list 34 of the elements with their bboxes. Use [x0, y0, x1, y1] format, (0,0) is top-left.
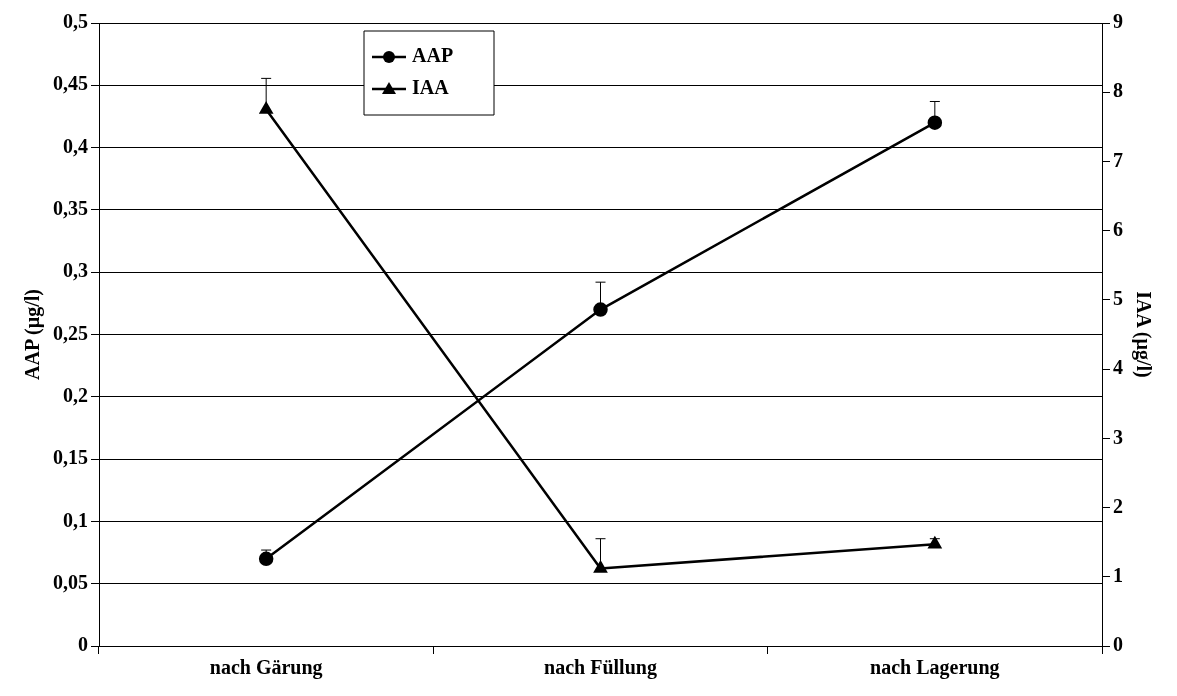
- y-tick-label: 0: [78, 633, 88, 656]
- y2-tick-label: 4: [1113, 356, 1123, 379]
- x-tick-label: nach Gärung: [209, 656, 323, 680]
- y-axis-title: AAP (µg/l): [21, 289, 45, 380]
- y2-tick-label: 5: [1113, 287, 1123, 310]
- y2-tick-label: 2: [1113, 494, 1123, 517]
- point: [593, 302, 608, 317]
- y-tick-label: 0,3: [63, 259, 88, 282]
- point: [259, 102, 273, 114]
- y2-tick-label: 7: [1113, 148, 1123, 171]
- y-tick-label: 0,25: [53, 321, 88, 344]
- x-tick-label: nach Füllung: [544, 656, 657, 680]
- legend-label: AAP: [412, 44, 454, 67]
- y2-tick-label: 3: [1113, 425, 1123, 448]
- y-tick-label: 0,35: [53, 197, 88, 220]
- y-tick-label: 0,05: [53, 570, 88, 593]
- x-tick-label: nach Lagerung: [870, 656, 1000, 680]
- point: [258, 551, 274, 567]
- y-tick-label: 0,45: [53, 72, 88, 95]
- y2-tick-label: 1: [1113, 563, 1123, 586]
- point: [928, 536, 942, 549]
- y2-tick-label: 0: [1113, 633, 1123, 656]
- y2-axis-title: IAA (µg/l): [1131, 291, 1155, 378]
- point: [927, 115, 943, 130]
- y-tick-label: 0,1: [63, 508, 88, 531]
- y2-tick-label: 8: [1113, 79, 1123, 102]
- y-tick-label: 0,5: [63, 10, 88, 33]
- y2-tick-label: 9: [1113, 10, 1123, 33]
- y-tick-label: 0,2: [63, 383, 88, 406]
- point: [594, 561, 607, 573]
- y-tick-label: 0,15: [53, 446, 88, 469]
- y-tick-label: 0,4: [63, 134, 88, 157]
- legend-label: IAA: [412, 76, 450, 99]
- y2-tick-label: 6: [1113, 217, 1123, 240]
